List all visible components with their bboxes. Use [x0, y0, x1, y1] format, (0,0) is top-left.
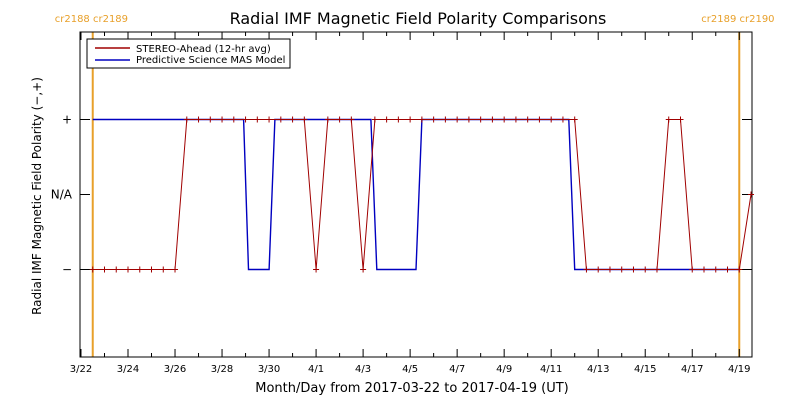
stereo-point	[665, 116, 672, 123]
stereo-point	[689, 266, 696, 273]
stereo-point	[477, 116, 484, 123]
stereo-point	[313, 266, 320, 273]
x-tick-label: 4/5	[402, 364, 418, 375]
x-tick-label: 4/15	[634, 364, 656, 375]
stereo-point	[559, 116, 566, 123]
x-tick-label: 3/28	[211, 364, 233, 375]
x-tick-label: 3/30	[258, 364, 280, 375]
stereo-point	[653, 266, 660, 273]
stereo-point	[89, 266, 96, 273]
stereo-point	[230, 116, 237, 123]
stereo-point	[360, 266, 367, 273]
y-tick-label: +	[62, 113, 72, 127]
stereo-point	[512, 116, 519, 123]
stereo-point	[724, 266, 731, 273]
stereo-point	[136, 266, 143, 273]
x-tick-label: 4/9	[496, 364, 512, 375]
stereo-point	[289, 116, 296, 123]
stereo-point	[736, 266, 743, 273]
stereo-point	[183, 116, 190, 123]
stereo-point	[606, 266, 613, 273]
stereo-point	[242, 116, 249, 123]
stereo-point	[630, 266, 637, 273]
stereo-point	[254, 116, 261, 123]
x-tick-label: 4/11	[540, 364, 562, 375]
stereo-point	[548, 116, 555, 123]
stereo-point	[125, 266, 131, 273]
stereo-point	[571, 116, 578, 123]
stereo-point	[324, 116, 331, 123]
stereo-point	[701, 266, 707, 273]
stereo-point	[642, 266, 649, 273]
series-layer	[89, 116, 755, 273]
stereo-point	[407, 116, 414, 123]
stereo-point	[277, 116, 284, 123]
stereo-point	[148, 266, 155, 273]
x-tick-label: 4/1	[308, 364, 324, 375]
stereo-point	[160, 266, 167, 273]
stereo-point	[383, 116, 390, 123]
series-mas-line	[92, 118, 740, 271]
legend-label-stereo: STEREO-Ahead (12-hr avg)	[136, 44, 271, 55]
stereo-point	[595, 266, 602, 273]
legend: STEREO-Ahead (12-hr avg) Predictive Scie…	[86, 38, 291, 69]
carrington-label: cr2189 cr2190	[701, 14, 774, 25]
x-tick-label: 4/19	[728, 364, 750, 375]
stereo-point	[430, 116, 437, 123]
series-stereo-line	[92, 119, 752, 270]
stereo-point	[172, 266, 179, 273]
stereo-point	[465, 116, 472, 123]
stereo-point	[219, 116, 226, 123]
stereo-point	[395, 116, 402, 123]
chart-title: Radial IMF Magnetic Field Polarity Compa…	[230, 9, 607, 28]
carrington-markers: cr2188 cr2189 cr2189 cr2190	[55, 14, 775, 357]
stereo-point	[454, 116, 461, 123]
x-tick-label: 3/22	[70, 364, 92, 375]
stereo-point	[371, 116, 378, 123]
stereo-point	[207, 116, 214, 123]
stereo-point	[677, 116, 684, 123]
x-axis-label: Month/Day from 2017-03-22 to 2017-04-19 …	[255, 381, 568, 396]
stereo-point	[536, 116, 543, 123]
stereo-point	[583, 266, 590, 273]
stereo-point	[712, 266, 719, 273]
stereo-point	[195, 116, 202, 123]
stereo-point	[301, 116, 308, 123]
stereo-point	[101, 266, 108, 273]
x-tick-label: 4/7	[449, 364, 465, 375]
y-tick-label: −	[62, 263, 72, 277]
stereo-point	[348, 116, 355, 123]
stereo-point	[524, 116, 531, 123]
x-tick-label: 3/26	[164, 364, 186, 375]
stereo-point	[489, 116, 496, 123]
stereo-point	[501, 116, 508, 123]
stereo-point	[266, 116, 273, 123]
stereo-point	[113, 266, 120, 273]
x-tick-label: 4/17	[681, 364, 703, 375]
y-tick-label: N/A	[51, 188, 73, 202]
y-axis-label: Radial IMF Magnetic Field Polarity (−,+)	[30, 77, 44, 315]
stereo-point	[418, 116, 425, 123]
x-tick-label: 4/13	[587, 364, 609, 375]
carrington-label: cr2188 cr2189	[55, 14, 128, 25]
stereo-point	[748, 191, 755, 198]
x-tick-label: 3/24	[117, 364, 139, 375]
stereo-point	[442, 116, 449, 123]
legend-box	[86, 38, 291, 69]
stereo-point	[336, 116, 343, 123]
x-tick-labels: 3/22 3/24 3/26 3/28 3/30 4/1 4/3 4/5 4/7 4/9 4/11 4…	[70, 364, 751, 375]
legend-label-mas: Predictive Science MAS Model	[136, 55, 285, 66]
x-tick-label: 4/3	[355, 364, 371, 375]
stereo-point	[618, 266, 625, 273]
y-tick-labels: − N/A +	[51, 113, 73, 277]
